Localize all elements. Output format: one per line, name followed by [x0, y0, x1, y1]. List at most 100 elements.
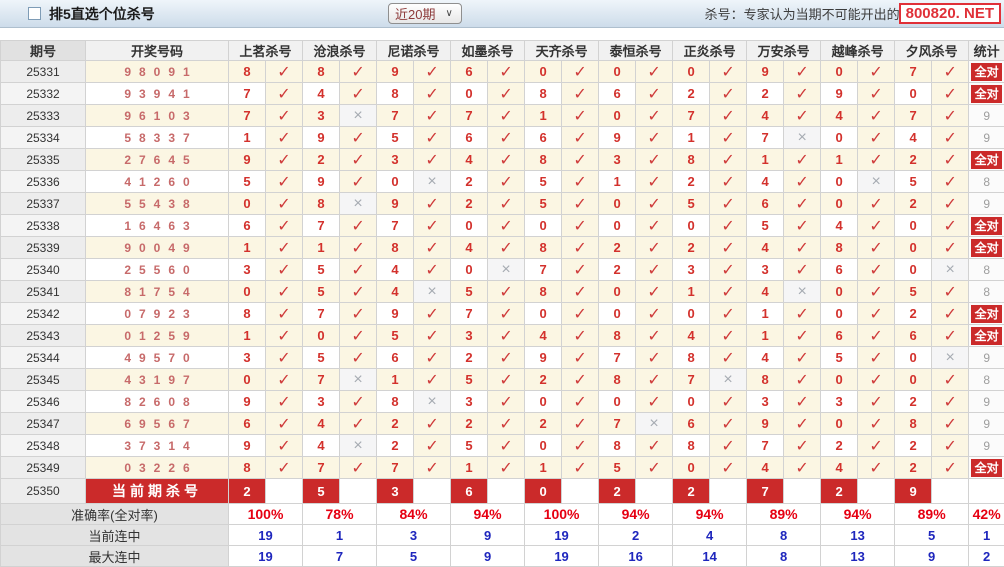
kill-number-cell: 0 — [524, 434, 563, 457]
kill-number-cell: 0 — [598, 280, 637, 303]
check-icon: ✓ — [721, 129, 735, 147]
current-kill-number-cell: 2 — [598, 478, 637, 504]
kill-mark-cell: ✓ — [709, 126, 748, 149]
period-range-value: 近20期 — [395, 7, 436, 22]
check-icon: ✓ — [277, 459, 291, 477]
current-period-row: 25350 当前期杀号 2 5 3 6 0 2 2 7 2 9 — [0, 478, 1004, 504]
kill-number-cell: 5 — [672, 192, 711, 215]
stat-cell: 8 — [968, 368, 1004, 391]
kill-number-cell: 2 — [894, 434, 933, 457]
title-checkbox[interactable] — [28, 7, 41, 20]
column-header: 沧浪杀号 — [302, 40, 378, 61]
table-row: 25341 81754 0 ✓ 5 ✓ 4 × 5 ✓ 8 ✓ 0 ✓ 1 ✓ 4 × 0 ✓ 5 ✓ 8 — [0, 280, 1004, 303]
kill-mark-cell: ✓ — [561, 346, 600, 369]
summary-value-cell: 13 — [820, 545, 896, 567]
kill-mark-cell: ✓ — [487, 434, 526, 457]
all-correct-badge: 全对 — [971, 150, 1003, 169]
kill-number-cell: 9 — [376, 192, 415, 215]
check-icon: ✓ — [943, 415, 957, 433]
stat-cell: 8 — [968, 280, 1004, 303]
kill-mark-cell: ✓ — [339, 346, 378, 369]
period-cell: 25333 — [0, 104, 86, 127]
kill-number-cell: 2 — [672, 82, 711, 105]
kill-mark-cell: ✓ — [931, 390, 970, 413]
kill-mark-cell: × — [339, 104, 378, 127]
kill-mark-cell: ✓ — [931, 214, 970, 237]
kill-mark-cell: ✓ — [857, 324, 896, 347]
kill-number-cell: 0 — [820, 368, 859, 391]
current-stat-cell — [968, 478, 1004, 504]
stat-cell: 9 — [968, 104, 1004, 127]
kill-mark-cell: ✓ — [709, 148, 748, 171]
check-icon: ✓ — [943, 129, 957, 147]
check-icon: ✓ — [573, 217, 587, 235]
summary-value-cell: 1 — [302, 524, 378, 546]
kill-mark-cell: ✓ — [857, 412, 896, 435]
kill-number-cell: 8 — [302, 192, 341, 215]
check-icon: ✓ — [721, 415, 735, 433]
kill-number-cell: 4 — [302, 82, 341, 105]
kill-mark-cell: ✓ — [783, 60, 822, 83]
current-kill-blank-cell — [413, 478, 452, 504]
current-kill-number-cell: 7 — [746, 478, 785, 504]
table-row: 25348 37314 9 ✓ 4 × 2 ✓ 5 ✓ 0 ✓ 8 ✓ 8 ✓ 7 ✓ 2 ✓ 2 ✓ 9 — [0, 434, 1004, 457]
kill-number-cell: 0 — [820, 412, 859, 435]
draw-cell: 58337 — [85, 126, 229, 149]
kill-number-cell: 0 — [820, 126, 859, 149]
kill-mark-cell: ✓ — [931, 280, 970, 303]
kill-mark-cell: ✓ — [413, 126, 452, 149]
check-icon: ✓ — [425, 195, 439, 213]
period-range-select[interactable]: 近20期 ∨ — [388, 3, 462, 24]
check-icon: ✓ — [721, 63, 735, 81]
kill-number-cell: 0 — [524, 390, 563, 413]
check-icon: ✓ — [721, 173, 735, 191]
kill-mark-cell: ✓ — [561, 280, 600, 303]
stat-cell: 8 — [968, 170, 1004, 193]
kill-number-cell: 7 — [598, 346, 637, 369]
check-icon: ✓ — [277, 371, 291, 389]
kill-number-cell: 0 — [820, 280, 859, 303]
kill-number-cell: 8 — [524, 148, 563, 171]
kill-mark-cell: ✓ — [264, 302, 304, 325]
check-icon: ✓ — [499, 195, 513, 213]
check-icon: ✓ — [647, 151, 661, 169]
kill-number-cell: 5 — [450, 280, 489, 303]
kill-number-cell: 0 — [598, 192, 637, 215]
kill-mark-cell: ✓ — [413, 324, 452, 347]
kill-mark-cell: ✓ — [783, 258, 822, 281]
kill-number-cell: 9 — [746, 412, 785, 435]
kill-number-cell: 7 — [450, 104, 489, 127]
kill-mark-cell: ✓ — [561, 412, 600, 435]
kill-number-cell: 3 — [598, 148, 637, 171]
kill-number-cell: 8 — [672, 148, 711, 171]
kill-mark-cell: ✓ — [264, 258, 304, 281]
check-icon: ✓ — [869, 129, 883, 147]
kill-number-cell: 2 — [376, 434, 415, 457]
draw-cell: 25560 — [85, 258, 229, 281]
check-icon: ✓ — [869, 217, 883, 235]
kill-number-cell: 0 — [672, 214, 711, 237]
kill-mark-cell: ✓ — [857, 104, 896, 127]
kill-mark-cell: ✓ — [413, 302, 452, 325]
kill-number-cell: 8 — [672, 346, 711, 369]
kill-mark-cell: ✓ — [339, 390, 378, 413]
stat-cell: 全对 — [968, 148, 1004, 171]
period-cell: 25347 — [0, 412, 86, 435]
kill-number-cell: 0 — [228, 280, 266, 303]
kill-mark-cell: ✓ — [931, 170, 970, 193]
period-cell: 25338 — [0, 214, 86, 237]
check-icon: ✓ — [573, 173, 587, 191]
kill-mark-cell: ✓ — [709, 412, 748, 435]
summary-value-cell: 14 — [672, 545, 748, 567]
check-icon: ✓ — [573, 393, 587, 411]
kill-mark-cell: ✓ — [413, 192, 452, 215]
summary-value-cell: 9 — [450, 524, 526, 546]
check-icon: ✓ — [573, 437, 587, 455]
check-icon: ✓ — [721, 283, 735, 301]
column-header: 万安杀号 — [746, 40, 822, 61]
summary-value-cell: 19 — [524, 524, 600, 546]
kill-mark-cell: × — [413, 170, 452, 193]
summary-value-cell: 9 — [450, 545, 526, 567]
kill-number-cell: 1 — [228, 324, 266, 347]
check-icon: ✓ — [573, 415, 587, 433]
